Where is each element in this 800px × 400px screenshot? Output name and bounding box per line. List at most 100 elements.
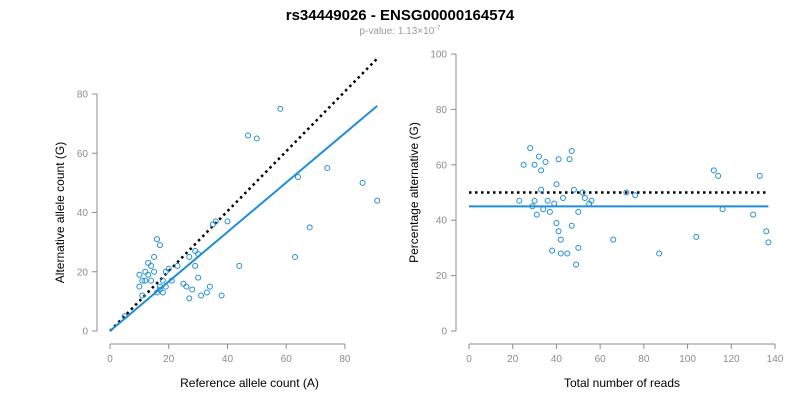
x-tick-label: 80 (638, 354, 650, 365)
x-tick-label: 20 (507, 354, 519, 365)
data-point (145, 271, 152, 278)
data-point (557, 236, 564, 243)
data-point (559, 195, 566, 202)
data-point (765, 239, 772, 246)
data-point (180, 280, 187, 287)
data-point (538, 186, 545, 193)
data-point (192, 248, 199, 255)
data-point (623, 189, 630, 196)
data-point (756, 172, 763, 179)
data-point (136, 283, 143, 290)
data-point (324, 165, 331, 172)
data-point (156, 242, 163, 249)
data-point (224, 218, 231, 225)
data-point (306, 224, 313, 231)
data-point (527, 145, 534, 152)
data-point (588, 197, 595, 204)
data-point (218, 292, 225, 299)
data-point (212, 218, 219, 225)
data-point (632, 192, 639, 199)
data-point (206, 283, 213, 290)
data-point (566, 156, 573, 163)
x-axis-title: Reference allele count (A) (180, 376, 319, 390)
y-axis-title: Alternative allele count (G) (53, 142, 67, 283)
data-point (557, 250, 564, 257)
data-point (516, 197, 523, 204)
data-point (153, 236, 160, 243)
data-point (253, 135, 260, 142)
data-point (575, 208, 582, 215)
data-point (568, 222, 575, 229)
data-point (535, 153, 542, 160)
data-point (294, 173, 301, 180)
data-point (715, 172, 722, 179)
x-tick-label: 120 (723, 354, 740, 365)
data-point (168, 277, 175, 284)
data-point (165, 265, 172, 272)
data-point (292, 253, 299, 260)
x-tick-label: 100 (679, 354, 696, 365)
data-point (148, 262, 155, 269)
data-point (553, 219, 560, 226)
data-point (531, 161, 538, 168)
y-tick-label: 100 (430, 50, 447, 61)
x-tick-label: 60 (281, 354, 293, 365)
data-point (750, 211, 757, 218)
data-point (159, 277, 166, 284)
y-axis-title: Percentage alternative (G) (407, 122, 421, 263)
y-tick-label: 20 (77, 267, 89, 278)
reference-line (109, 57, 379, 332)
data-point (139, 277, 146, 284)
data-point (192, 262, 199, 269)
data-point (183, 283, 190, 290)
data-point (151, 253, 158, 260)
x-tick-label: 40 (222, 354, 234, 365)
x-tick-label: 60 (595, 354, 607, 365)
data-point (156, 283, 163, 290)
data-point (195, 250, 202, 257)
chart-subtitle: p-value: 1.13×10-7 (359, 25, 440, 37)
data-point (277, 105, 284, 112)
y-tick-label: 80 (436, 105, 448, 116)
data-point (189, 286, 196, 293)
data-point (203, 289, 210, 296)
data-point (575, 244, 582, 251)
data-point (174, 262, 181, 269)
data-point (359, 179, 366, 186)
data-point (142, 277, 149, 284)
data-point (533, 211, 540, 218)
y-tick-label: 0 (82, 327, 88, 338)
data-point (198, 292, 205, 299)
x-tick-label: 80 (339, 354, 351, 365)
data-point (542, 159, 549, 166)
y-tick-label: 60 (77, 149, 89, 160)
data-point (555, 156, 562, 163)
y-tick-label: 80 (77, 90, 89, 101)
data-point (581, 195, 588, 202)
data-point (145, 259, 152, 266)
data-point (656, 250, 663, 257)
data-point (693, 233, 700, 240)
y-tick-label: 20 (436, 271, 448, 282)
data-point (236, 262, 243, 269)
data-point (710, 167, 717, 174)
data-point (209, 221, 216, 228)
data-point (139, 292, 146, 299)
y-tick-label: 60 (436, 160, 448, 171)
data-point (564, 250, 571, 257)
subtitle-exponent: -7 (434, 25, 440, 32)
data-point (610, 236, 617, 243)
data-point (544, 197, 551, 204)
data-point (520, 161, 527, 168)
data-point (121, 313, 128, 320)
y-tick-label: 40 (436, 216, 448, 227)
subtitle-prefix: p-value: 1.13×10 (359, 26, 434, 37)
data-point (531, 197, 538, 204)
x-tick-label: 20 (163, 354, 175, 365)
data-point (570, 186, 577, 193)
chart-title: rs34449026 - ENSG00000164574 (286, 7, 515, 24)
right-scatter-panel: 0 20 40 60 80 100 120 140 0 20 40 60 80 100 Total numb… (407, 50, 784, 391)
data-point (555, 228, 562, 235)
